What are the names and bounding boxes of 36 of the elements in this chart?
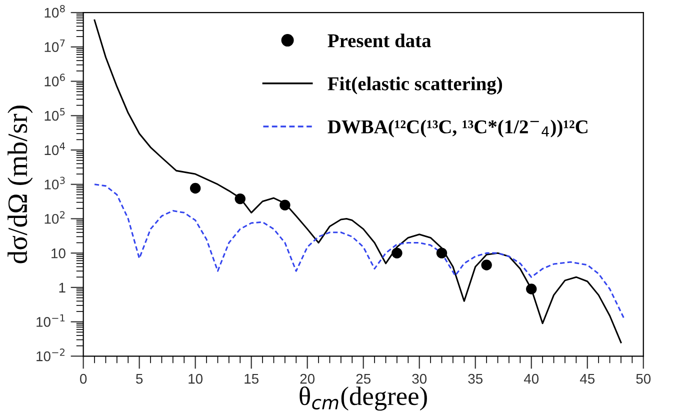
y-tick-label: 10$^{4}$ (44, 142, 65, 156)
point (526, 284, 537, 294)
y-tick-label: 10$^{5}$ (44, 108, 65, 121)
x-tick-label: 40 (524, 374, 539, 384)
y-tick-label: 10$^{8}$ (44, 4, 65, 18)
y-tick-label: 10$^{6}$ (44, 74, 65, 86)
legend-label: Present data (328, 34, 431, 48)
y-tick-label: 10$^{−2}$ (36, 348, 64, 362)
point (234, 193, 246, 204)
point (190, 182, 201, 194)
x-tick-label: 45 (580, 374, 595, 384)
line-series (94, 184, 626, 320)
x-tick-label: 5 (136, 374, 143, 384)
x-tick-label: 30 (412, 374, 427, 384)
point (436, 248, 448, 258)
y-tick-label: 10$^{7}$ (44, 39, 65, 52)
legend-label: DWBA(¹²C(¹³C, ¹³C*(1/2$^{−}$$_{4}$))¹²C (328, 120, 588, 138)
legend-label: Fit(elastic scattering) (328, 76, 502, 94)
point (481, 260, 492, 270)
x-tick-label: 25 (356, 374, 370, 384)
x-tick-label: 10 (188, 374, 203, 384)
x-tick-label: 35 (468, 374, 483, 384)
line-series (94, 19, 622, 344)
point (280, 200, 290, 210)
x-tick-label: 15 (244, 374, 258, 384)
y-tick-label: 10$^{−1}$ (36, 314, 65, 327)
y-tick-label: 1 (59, 282, 66, 292)
x-tick-label: 20 (300, 374, 315, 384)
y-tick-label: 10$^{3}$ (44, 176, 65, 190)
x-tick-label: 50 (636, 374, 651, 384)
y-axis-title: dσ/dΩ (mb/sr) (8, 106, 33, 264)
y-tick-label: 10 (52, 248, 66, 258)
y-tick-label: 10$^{2}$ (44, 211, 65, 224)
x-axis-title: θ$_{cm}$(degree) (300, 386, 427, 411)
x-tick-label: 0 (80, 374, 87, 384)
point (392, 248, 402, 258)
